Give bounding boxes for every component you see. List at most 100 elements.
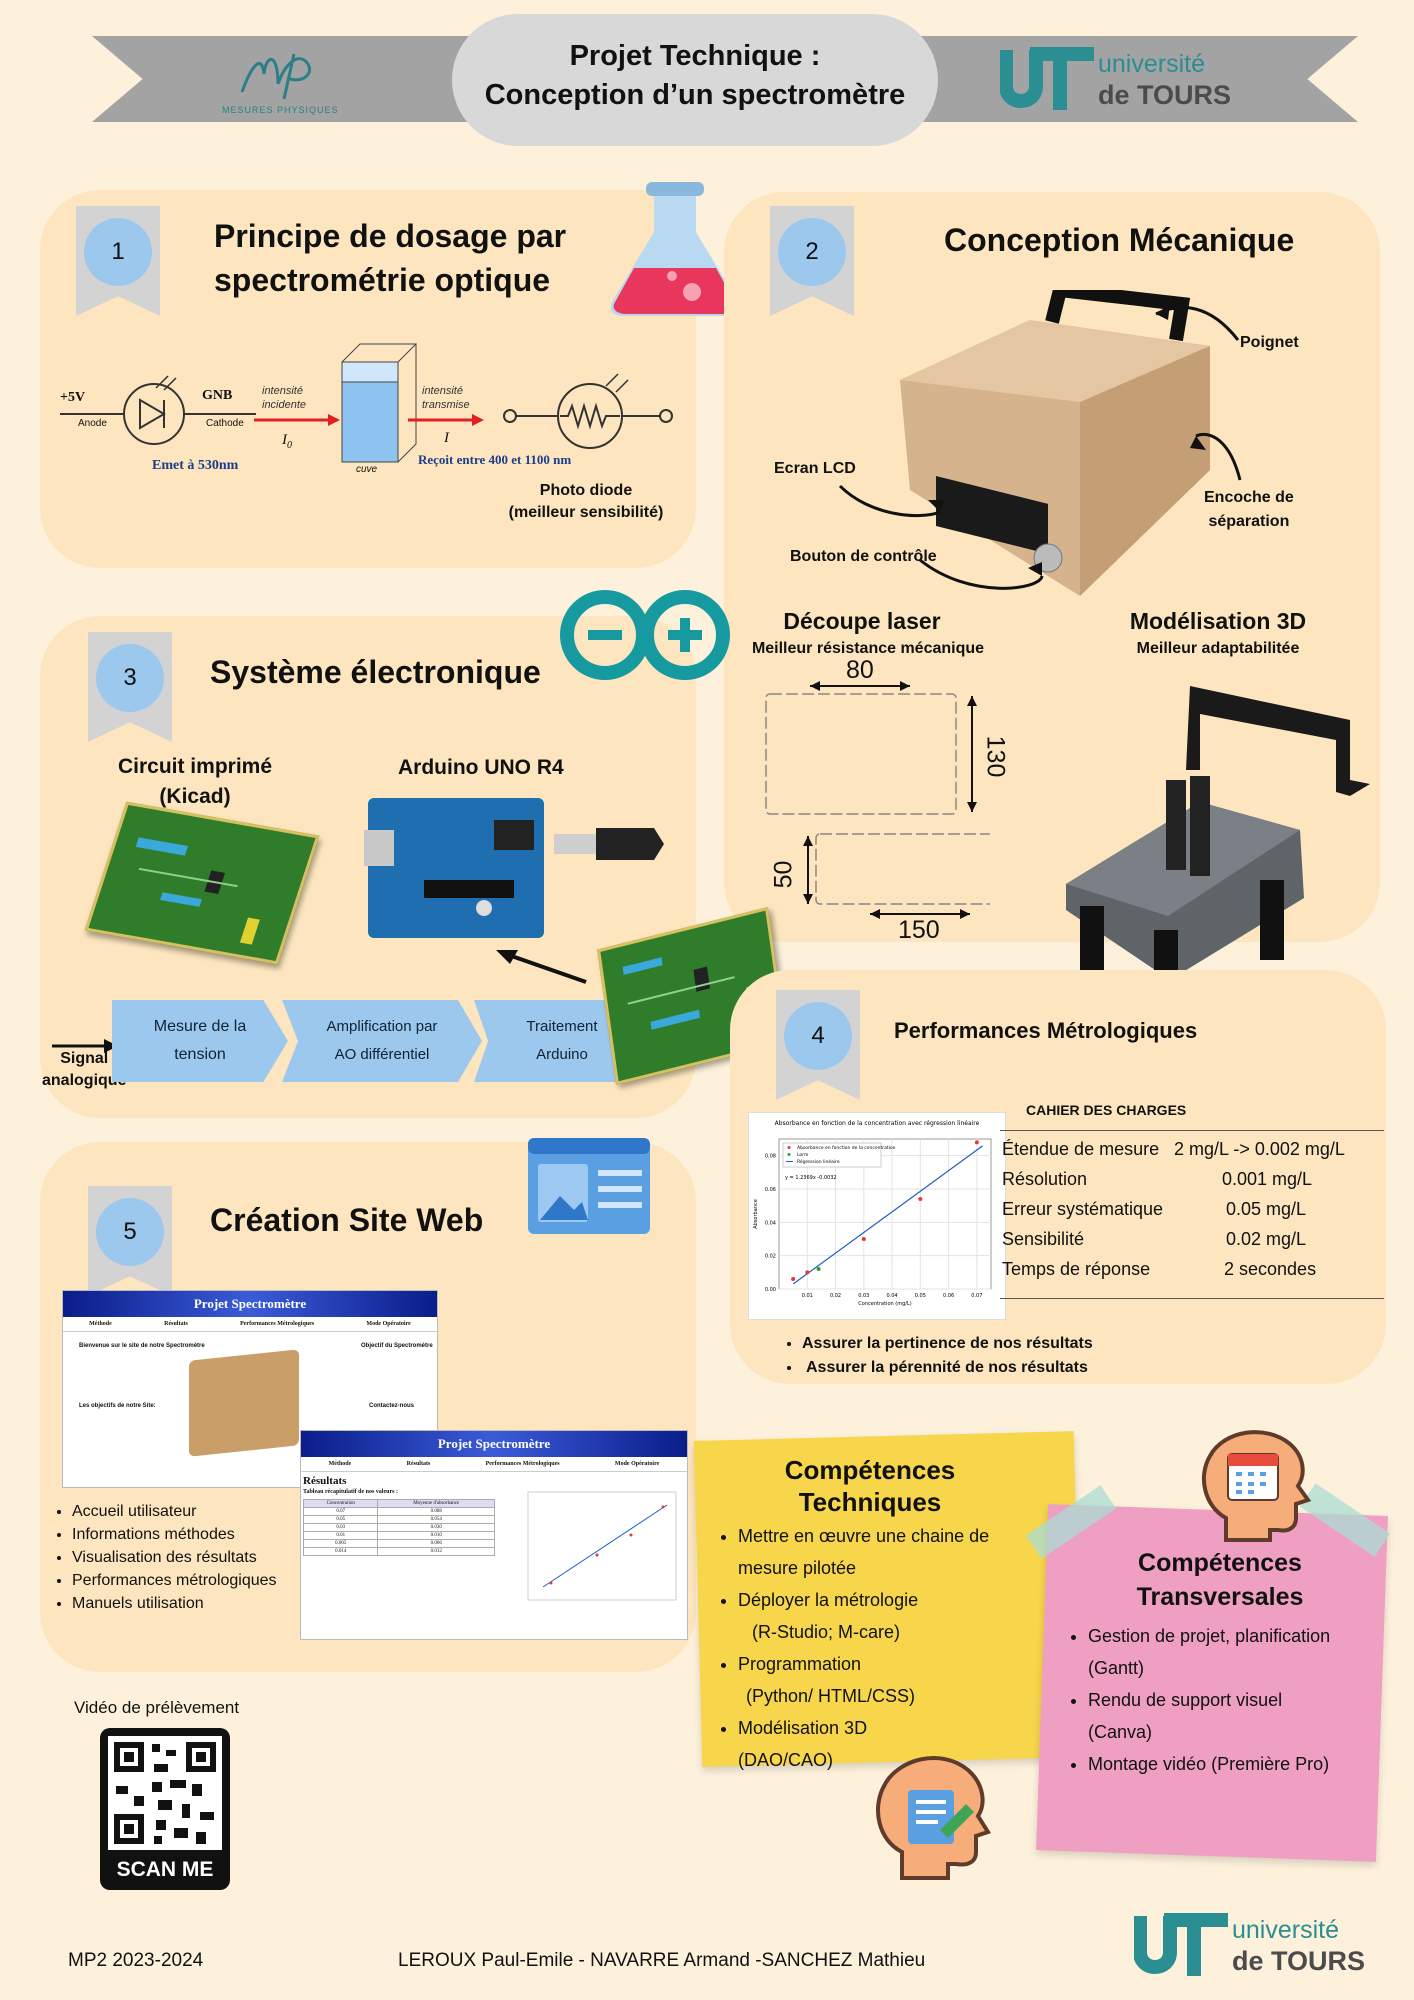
site2-nav-mode[interactable]: Mode Opératoire <box>614 1461 660 1467</box>
i-label: I <box>444 430 449 446</box>
site2-col2: Moyenne d'absorbance <box>377 1499 495 1508</box>
transv-item: Gestion de projet, planification (Gantt) <box>1088 1620 1408 1684</box>
tech-item: Déployer la métrologie (R-Studio; M-care) <box>738 1584 1078 1648</box>
site2-cell: 0.006 <box>377 1539 495 1548</box>
univ-footer-line2: de TOURS <box>1232 1946 1366 1976</box>
arrow-to-arduino <box>496 950 587 984</box>
tech-item-line2: (DAO/CAO) <box>738 1750 834 1770</box>
transv-title: Compétences Transversales <box>1090 1546 1350 1614</box>
transv-item-line1: Gestion de projet, planification <box>1088 1626 1331 1646</box>
site-nav-performances[interactable]: Performances Métrologiques <box>240 1321 315 1327</box>
x-tick-label: 0.02 <box>830 1293 841 1299</box>
feature-item: Manuels utilisation <box>72 1592 277 1615</box>
photodiode-line2: (meilleur sensibilité) <box>508 504 664 521</box>
laser-cut-plans <box>765 681 990 905</box>
feature-item: Accueil utilisateur <box>72 1500 277 1523</box>
site2-col1: Concentration <box>302 1499 379 1508</box>
cuve-label: cuve <box>356 464 378 475</box>
site2-nav-performances[interactable]: Performances Métrologiques <box>485 1461 560 1467</box>
step1-line1: Mesure de la <box>153 1018 247 1035</box>
transv-title-line1: Compétences <box>1138 1549 1302 1577</box>
site-objectifs-site: Les objectifs de notre Site: <box>79 1403 156 1409</box>
site-nav: Méthode Résultats Performances Métrologiqu… <box>63 1317 437 1332</box>
section-3-badge: 3 <box>88 632 172 742</box>
s1-title-line2: spectrométrie optique <box>214 262 551 298</box>
arduino-logo-icon <box>560 590 730 680</box>
spec-label: Étendue de mesure <box>1002 1138 1160 1159</box>
x-tick-label: 0.04 <box>886 1293 897 1299</box>
site-nav-resultats[interactable]: Résultats <box>164 1321 188 1327</box>
circuit-line1: Circuit imprimé <box>117 755 273 778</box>
i0-label: I0 <box>282 432 292 451</box>
s2-title: Conception Mécanique <box>944 222 1295 258</box>
header-title-box: Projet Technique : Conception d’un spect… <box>452 14 938 146</box>
step3-line1: Traitement <box>526 1018 598 1035</box>
section-2-number: 2 <box>778 218 846 286</box>
spec-value: 2 mg/L -> 0.002 mg/L <box>1174 1138 1345 1159</box>
x-tick-label: 0.03 <box>858 1293 869 1299</box>
dim-150: 150 <box>898 916 940 944</box>
qr-card[interactable]: SCAN ME <box>100 1728 230 1890</box>
tech-item-line1: Programmation <box>738 1654 862 1674</box>
site2-nav-methode[interactable]: Méthode <box>328 1461 352 1467</box>
circuit-label: Circuit imprimé (Kicad) <box>100 752 290 812</box>
x-tick-label: 0.06 <box>943 1293 954 1299</box>
i0-sub: 0 <box>287 440 292 451</box>
spec-label: Temps de réponse <box>1002 1258 1151 1279</box>
site-contacts: Contactez-nous <box>369 1403 414 1409</box>
equation-label: y = 1.2369x -0.0032 <box>785 1175 837 1181</box>
site2-cell: 0.07 <box>302 1507 379 1516</box>
thinking-head-icon <box>876 1756 992 1880</box>
mp-logo-text: MESURES PHYSIQUES <box>222 105 339 115</box>
s5-features: Accueil utilisateur Informations méthode… <box>50 1500 277 1615</box>
led-symbol <box>60 375 256 445</box>
s4-title: Performances Métrologiques <box>894 1018 1198 1043</box>
qr-code-icon <box>108 1736 222 1850</box>
signal-arrow <box>52 1039 118 1053</box>
site2-table: Concentration Moyenne d'absorbance 0.07 0.… <box>302 1499 495 1556</box>
website-screenshot-results: Projet Spectromètre Méthode Résultats Perf… <box>300 1430 688 1640</box>
signal-line1: Signal <box>60 1050 109 1067</box>
tech-item-line2: (Python/ HTML/CSS) <box>746 1686 916 1706</box>
header-title-line1: Projet Technique : <box>569 40 821 72</box>
y-tick-label: 0.08 <box>765 1154 776 1160</box>
tech-item-line2: mesure pilotée <box>738 1558 857 1578</box>
tech-item-line1: Modélisation 3D <box>738 1718 868 1738</box>
data-point <box>816 1267 821 1271</box>
red-arrow-transmise <box>408 414 484 426</box>
site2-cell: 0.030 <box>377 1523 495 1532</box>
site-nav-methode[interactable]: Méthode <box>89 1321 112 1327</box>
mp-logo: MESURES PHYSIQUES <box>222 44 372 118</box>
anode-label: Anode <box>78 418 107 429</box>
spec-table: Étendue de mesure 2 mg/L -> 0.002 mg/L Ré… <box>1002 1134 1382 1284</box>
flask-icon <box>610 182 740 316</box>
data-point <box>918 1197 923 1201</box>
tech-item-line2: (R-Studio; M-care) <box>752 1622 901 1642</box>
cathode-label: Cathode <box>206 418 244 429</box>
data-point <box>805 1270 810 1275</box>
tech-item: Mettre en œuvre une chaine de mesure pilo… <box>738 1520 1078 1584</box>
spec-row-etendue: Étendue de mesure 2 mg/L -> 0.002 mg/L <box>1002 1134 1382 1164</box>
cahier-rule-bottom <box>1000 1298 1384 1299</box>
calendar-head-icon <box>1201 1430 1312 1542</box>
feature-item: Performances métrologiques <box>72 1569 277 1592</box>
tech-title-line1: Compétences <box>784 1455 956 1485</box>
spec-row-sensibilite: Sensibilité 0.02 mg/L <box>1002 1224 1382 1254</box>
s1-schematic: +5V Anode GNB Cathode Emet à 530nm inten… <box>56 340 686 521</box>
y-tick-label: 0.06 <box>765 1187 776 1193</box>
site2-nav-resultats[interactable]: Résultats <box>406 1461 431 1467</box>
ut-logo-mark <box>1000 47 1094 110</box>
site2-cell: 0.054 <box>377 1515 495 1524</box>
gnb-label: GNB <box>202 388 233 403</box>
i0-letter: I <box>282 432 287 448</box>
spec-row-resolution: Résolution 0.001 mg/L <box>1002 1164 1382 1194</box>
modelisation-title: Modélisation 3D <box>1129 608 1307 634</box>
section-3-number: 3 <box>96 644 164 712</box>
site-box-photo <box>189 1349 299 1457</box>
tech-item-line1: Mettre en œuvre une chaine de <box>738 1526 990 1546</box>
section-5-badge: 5 <box>88 1186 172 1296</box>
site-nav-mode[interactable]: Mode Opératoire <box>366 1321 411 1327</box>
wooden-box-photo <box>900 290 1210 596</box>
header-title-line2: Conception d’un spectromètre <box>484 79 906 111</box>
ecran-label: Ecran LCD <box>774 460 856 477</box>
